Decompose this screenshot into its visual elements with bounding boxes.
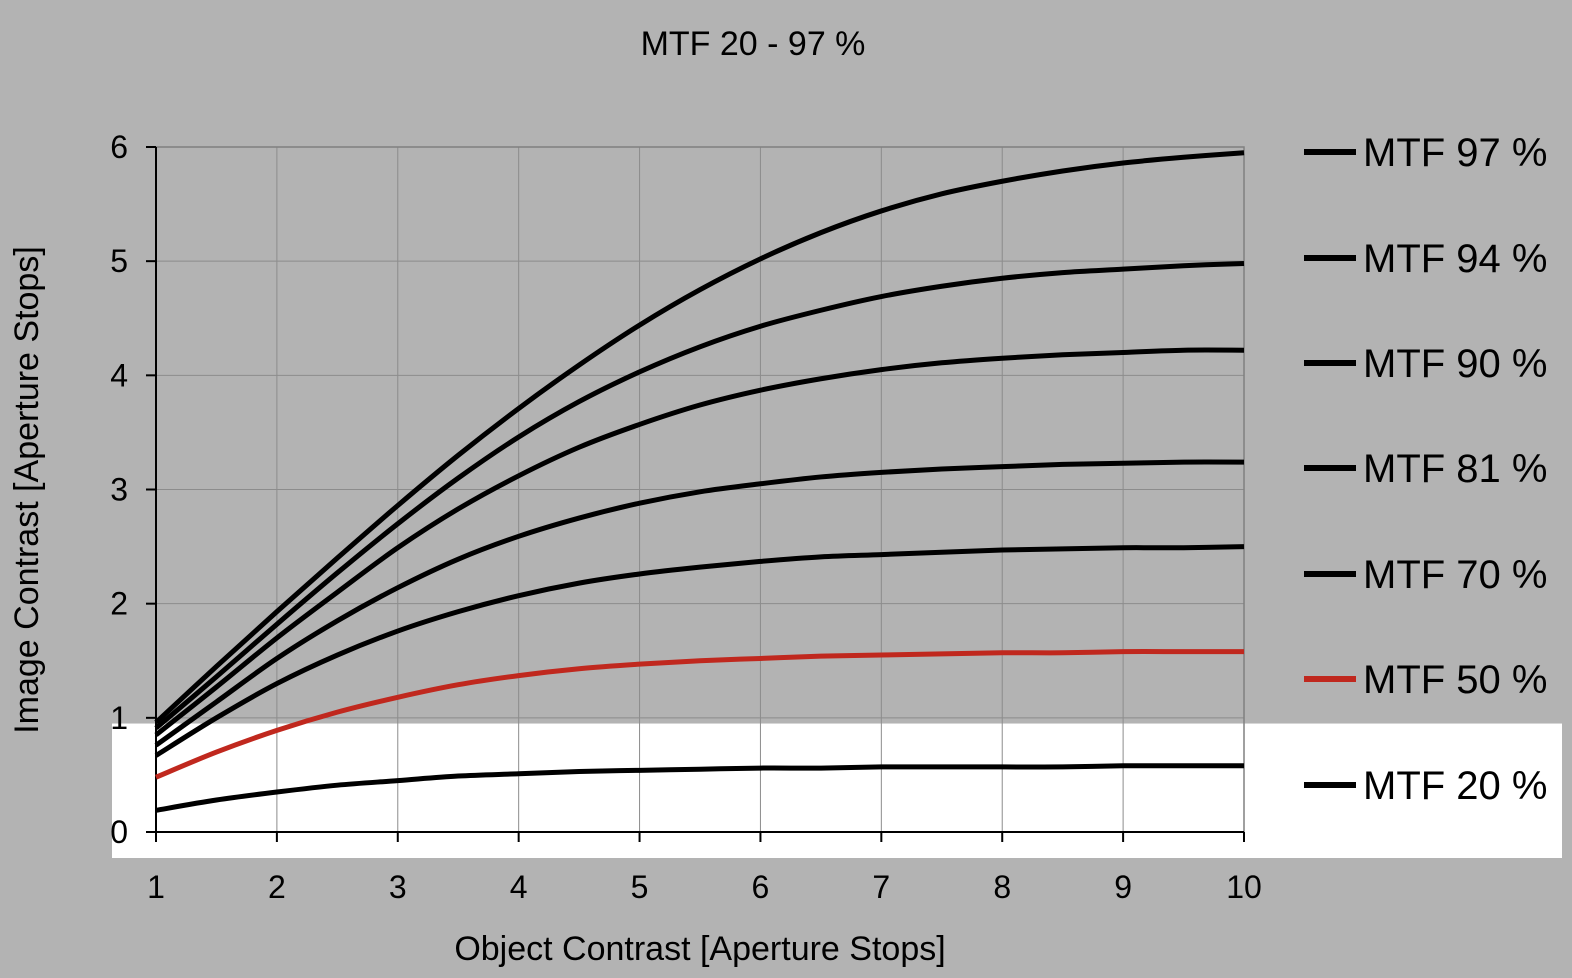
x-tick-label: 3	[389, 869, 407, 905]
x-tick-label: 5	[631, 869, 649, 905]
series-line-mtf-70	[154, 544, 1245, 758]
series-line-mtf-50	[155, 649, 1244, 780]
y-tick-label: 4	[110, 357, 128, 393]
legend-label-mtf-50: MTF 50 %	[1363, 658, 1547, 702]
series-line-mtf-94	[154, 260, 1245, 731]
y-tick-label: 0	[110, 814, 128, 850]
x-tick-label: 9	[1114, 869, 1132, 905]
chart-title: MTF 20 - 97 %	[641, 25, 866, 63]
legend: MTF 97 % MTF 94 % MTF 90 % MTF 81 % MTF 70 %…	[1304, 131, 1547, 808]
legend-label-mtf-90: MTF 90 %	[1363, 342, 1547, 386]
legend-label-mtf-97: MTF 97 %	[1363, 131, 1547, 175]
legend-label-mtf-70: MTF 70 %	[1363, 553, 1547, 597]
x-tick-label: 10	[1226, 869, 1262, 905]
y-tick-label: 5	[110, 243, 128, 279]
x-tick-label: 2	[268, 869, 286, 905]
series-line-mtf-81	[154, 459, 1245, 748]
y-tick-label: 3	[110, 472, 128, 508]
legend-label-mtf-81: MTF 81 %	[1363, 447, 1547, 491]
series-line-mtf-97	[154, 150, 1245, 725]
x-tick-label: 8	[993, 869, 1011, 905]
y-axis-title: Image Contrast [Aperture Stops]	[8, 246, 46, 734]
series-lines	[154, 150, 1245, 813]
legend-label-mtf-20: MTF 20 %	[1363, 764, 1547, 808]
x-tick-label: 1	[147, 869, 165, 905]
x-tick-label: 6	[752, 869, 770, 905]
series-line-mtf-90	[154, 347, 1245, 737]
x-tick-label: 7	[872, 869, 890, 905]
highlight-band	[112, 723, 1562, 858]
x-tick-label: 4	[510, 869, 528, 905]
series-line-mtf-20	[155, 763, 1244, 813]
legend-label-mtf-94: MTF 94 %	[1363, 237, 1547, 281]
y-tick-label: 6	[110, 129, 128, 165]
x-axis-title: Object Contrast [Aperture Stops]	[454, 930, 945, 968]
y-tick-label: 1	[110, 700, 128, 736]
y-tick-label: 2	[110, 586, 128, 622]
